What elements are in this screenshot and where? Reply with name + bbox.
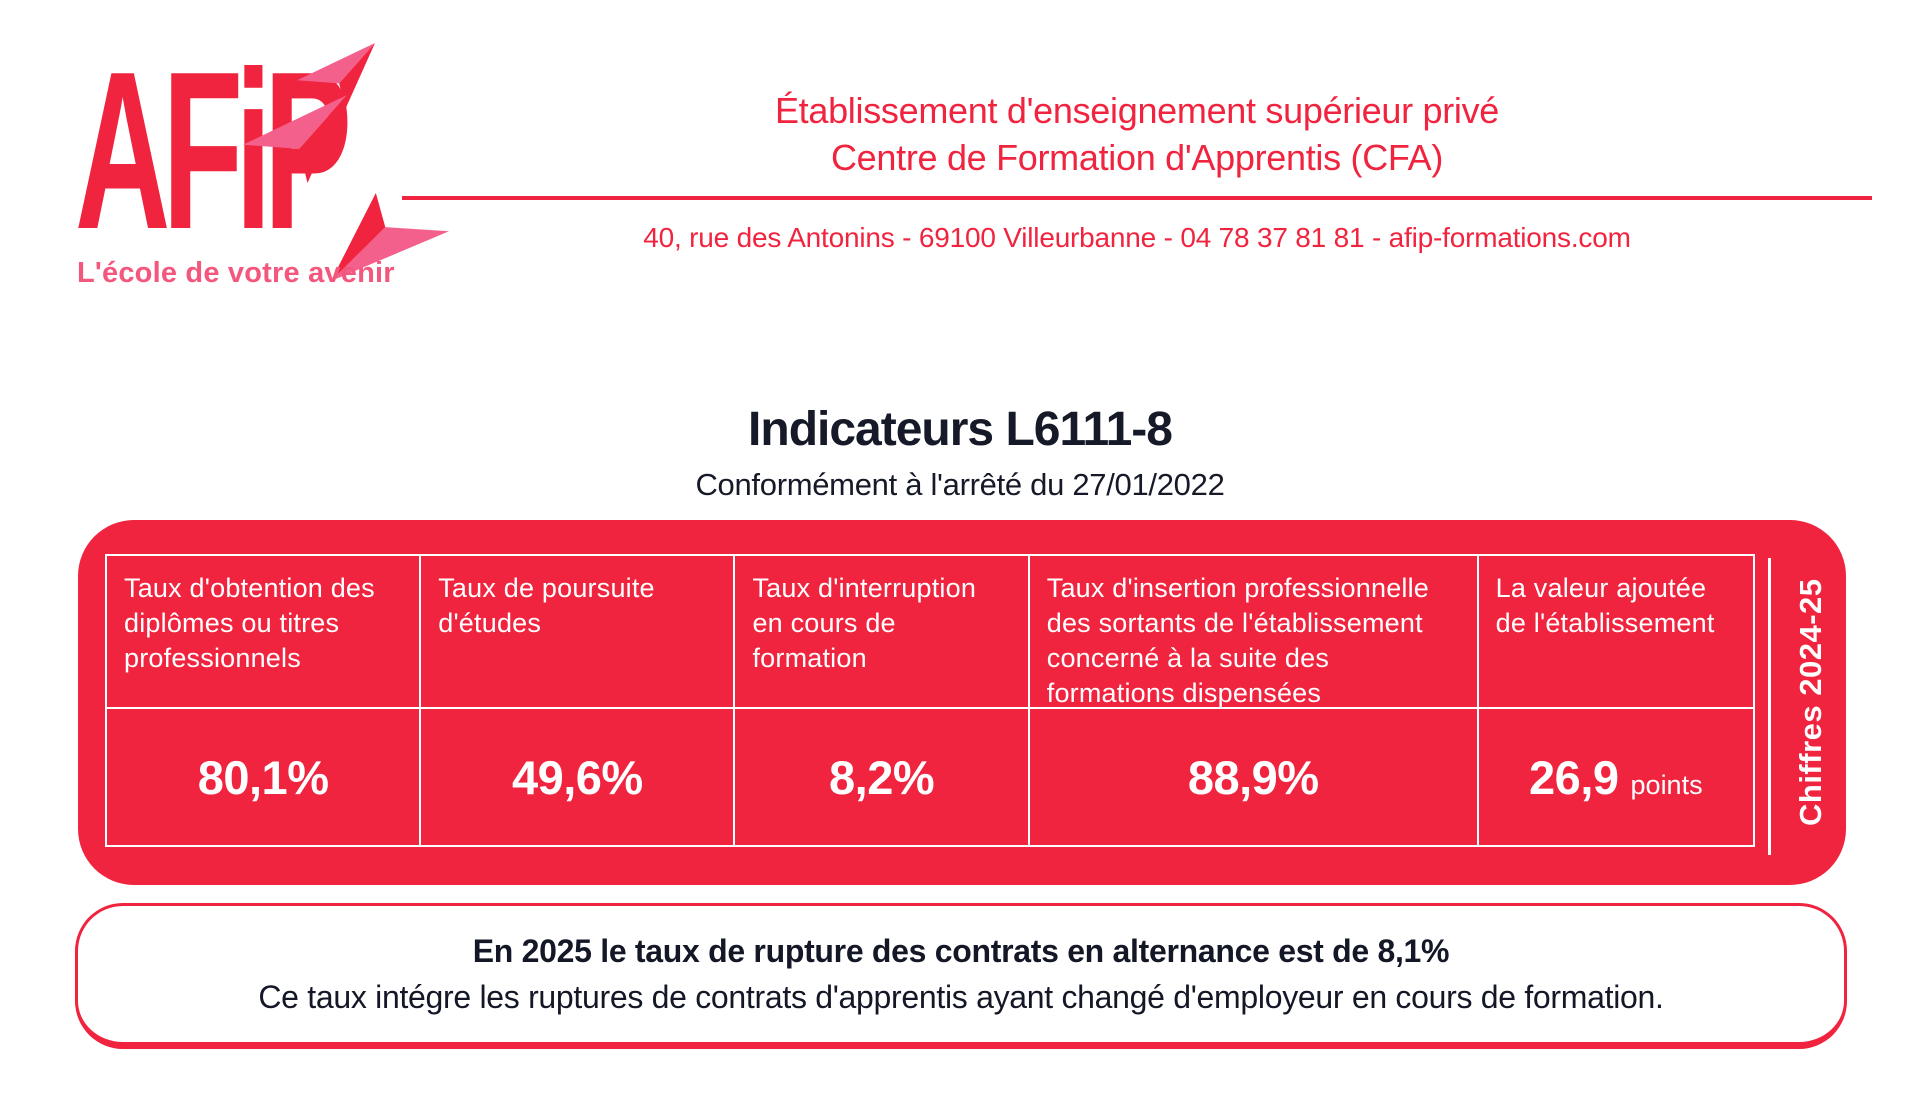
indicator-value: 80,1% (197, 750, 329, 804)
title-block: Indicateurs L6111-8 Conformément à l'arr… (0, 402, 1920, 503)
footnote-box: En 2025 le taux de rupture des contrats … (75, 903, 1847, 1049)
header-line-2: Centre de Formation d'Apprentis (CFA) (830, 136, 1444, 178)
indicator-value-cell: 88,9% (1030, 709, 1479, 845)
paper-plane-icon (243, 95, 347, 183)
footnote-line-1: En 2025 le taux de rupture des contrats … (472, 932, 1450, 969)
indicator-value-cell: 80,1% (107, 709, 422, 845)
afip-logo: AFiP L'école de votre avenir (75, 24, 455, 305)
header-divider (402, 195, 1872, 200)
indicator-value-cell: 49,6% (421, 709, 736, 845)
header: Établissement d'enseignement supérieur p… (402, 88, 1872, 254)
indicator-value-cell: 8,2% (735, 709, 1030, 845)
header-address: 40, rue des Antonins - 69100 Villeurbann… (643, 221, 1631, 253)
indicator-value-cell: 26,9 points (1479, 709, 1753, 845)
indicator-header: Taux d'interruption en cours de formatio… (735, 556, 1030, 709)
period-side-area: Chiffres 2024-25 (1755, 520, 1846, 885)
indicator-header: La valeur ajoutée de l'établissement (1478, 556, 1753, 709)
indicator-header: Taux d'obtention des diplômes ou titres … (107, 556, 422, 709)
indicator-header: Taux de poursuite d'études (421, 556, 736, 709)
period-label: Chiffres 2024-25 (1793, 578, 1828, 827)
indicator-header: Taux d'insertion professionnelle des sor… (1029, 556, 1479, 709)
indicator-value: 26,9 (1529, 750, 1619, 804)
indicator-unit: points (1630, 769, 1703, 800)
indicators-table: Taux d'obtention des diplômes ou titres … (105, 554, 1755, 847)
side-divider (1768, 558, 1771, 855)
footnote-line-2: Ce taux intégre les ruptures de contrats… (258, 978, 1664, 1015)
header-line-1: Établissement d'enseignement supérieur p… (774, 90, 1500, 131)
indicator-value: 88,9% (1187, 750, 1319, 804)
indicator-value: 8,2% (829, 750, 935, 804)
paper-plane-icon (331, 193, 449, 281)
page-title: Indicateurs L6111-8 (748, 403, 1173, 456)
page-subtitle: Conformément à l'arrêté du 27/01/2022 (695, 467, 1225, 502)
paper-plane-icon (297, 43, 375, 109)
indicators-panel: Taux d'obtention des diplômes ou titres … (78, 520, 1846, 885)
brand-tagline: L'école de votre avenir (77, 257, 395, 289)
indicator-value: 49,6% (511, 750, 643, 804)
